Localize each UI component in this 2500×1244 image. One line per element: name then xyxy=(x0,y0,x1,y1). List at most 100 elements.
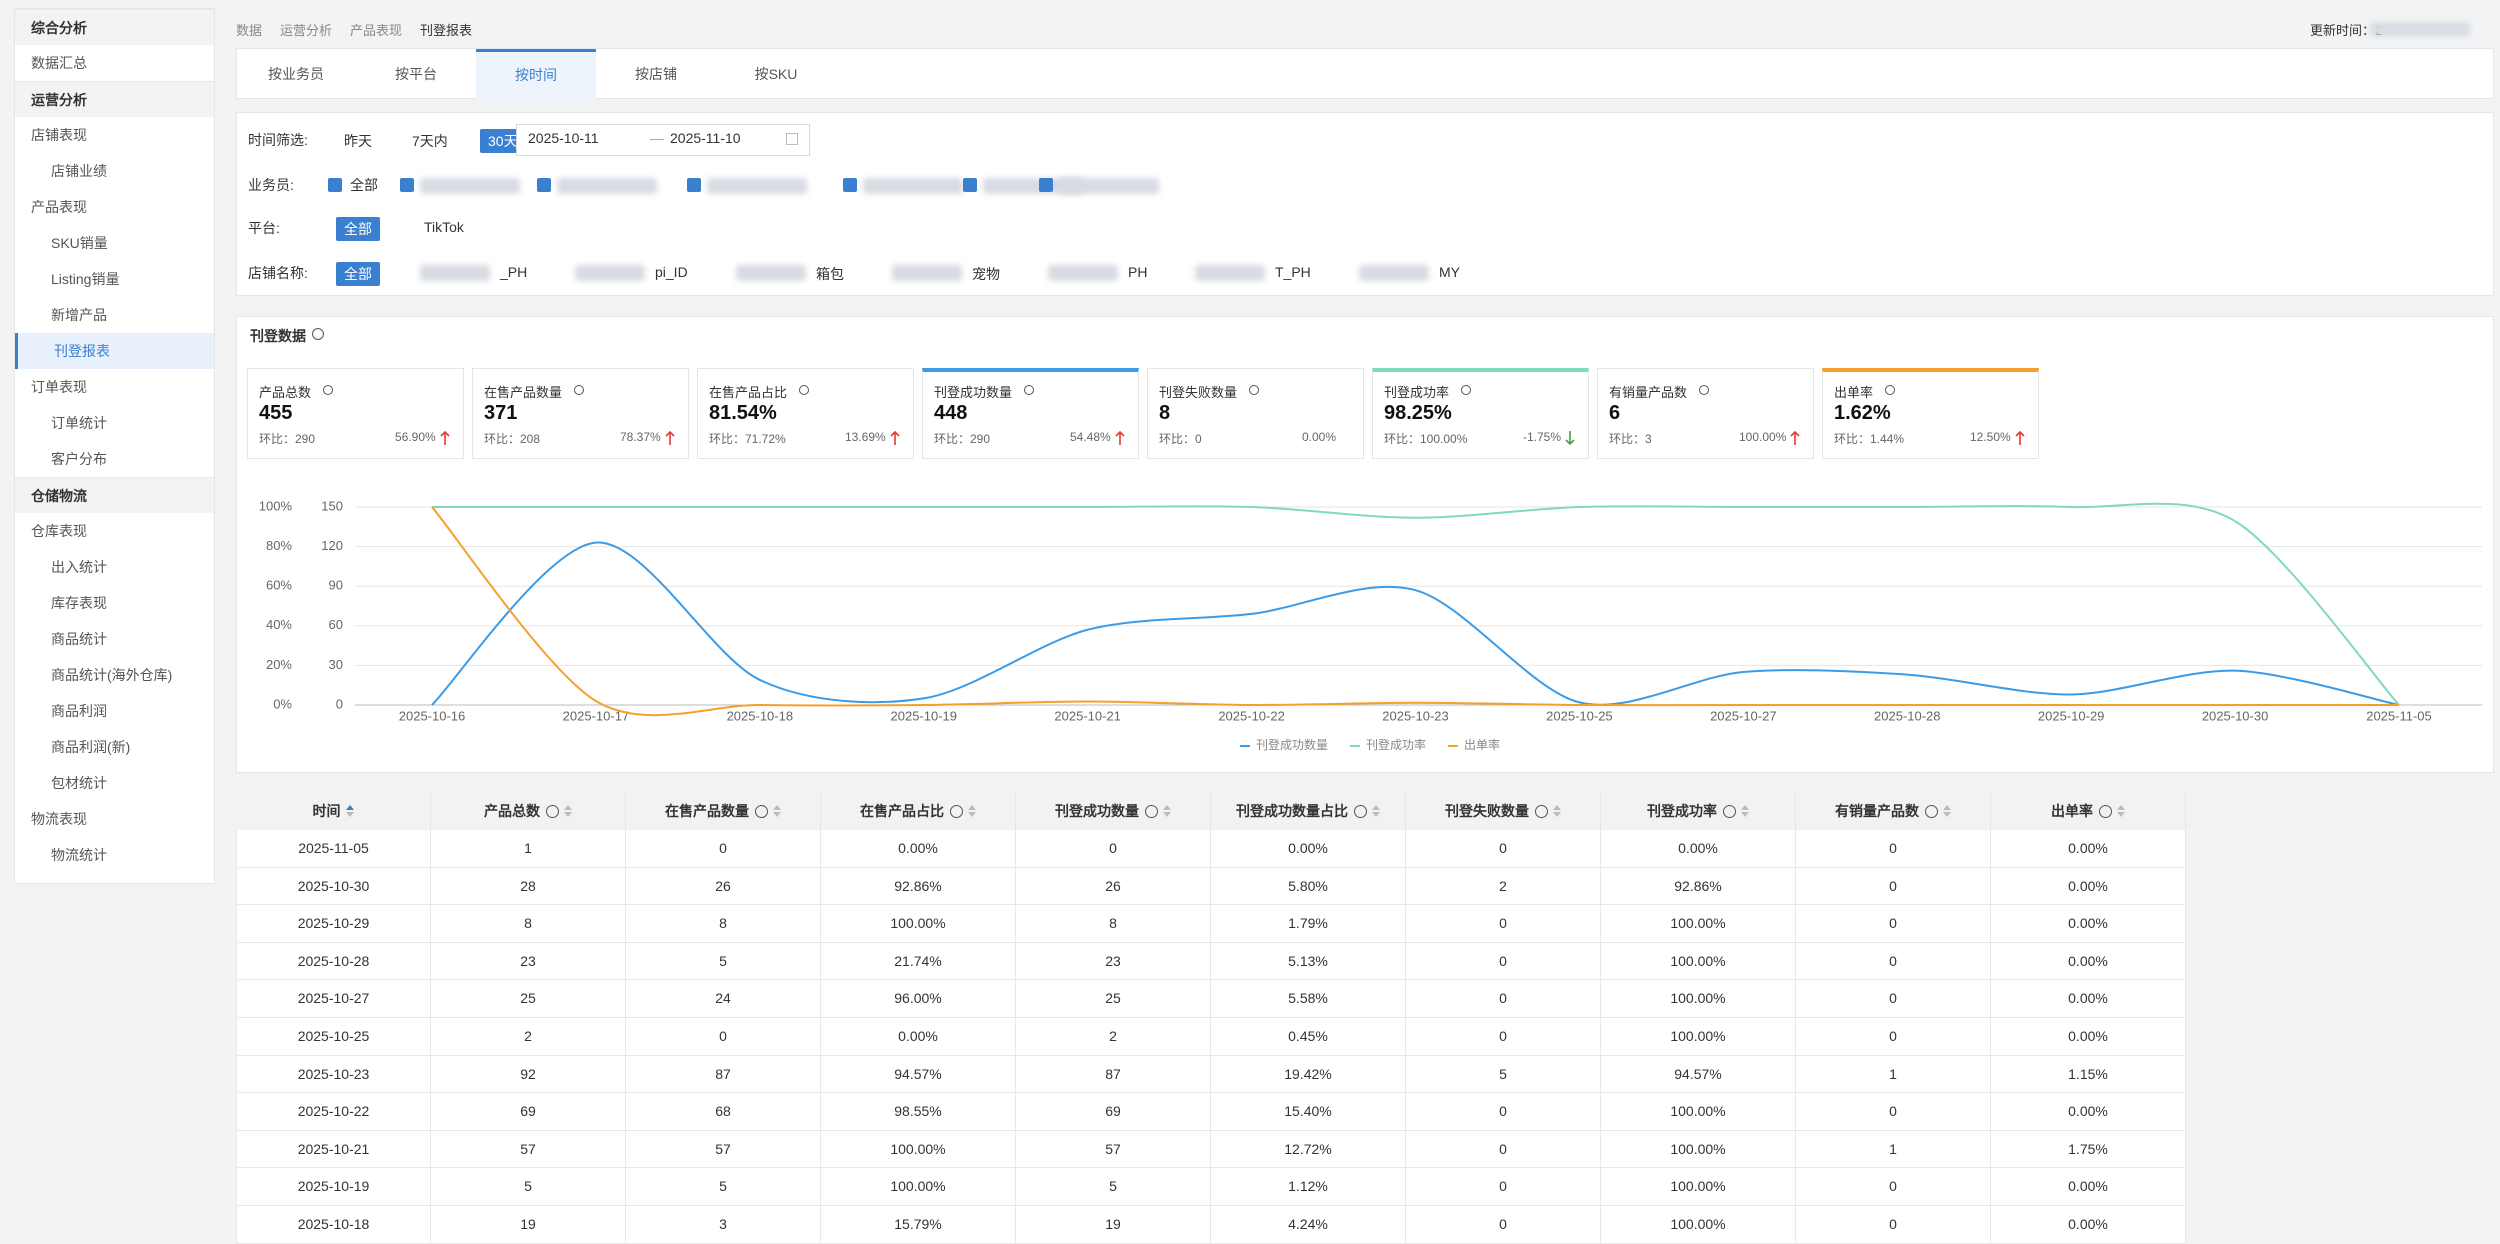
table-cell: 0 xyxy=(1796,1093,1991,1131)
sort-icon xyxy=(1741,805,1749,817)
x-tick-label: 2025-10-30 xyxy=(2202,708,2269,723)
table-cell: 0.00% xyxy=(1991,943,2186,981)
table-cell: 1.15% xyxy=(1991,1056,2186,1094)
header-text: 刊登成功率 xyxy=(1647,803,1717,819)
table-cell: 8 xyxy=(626,905,821,943)
table-cell: 0 xyxy=(1796,943,1991,981)
sort-icon xyxy=(1163,805,1171,817)
table-cell: 69 xyxy=(1016,1093,1211,1131)
table-cell: 5.13% xyxy=(1211,943,1406,981)
table-cell: 19 xyxy=(1016,1206,1211,1244)
x-tick-label: 2025-10-23 xyxy=(1382,708,1449,723)
table-cell: 0.00% xyxy=(821,830,1016,868)
table-cell: 0 xyxy=(1406,905,1601,943)
table-cell: 15.79% xyxy=(821,1206,1016,1244)
table-cell: 94.57% xyxy=(1601,1056,1796,1094)
table-cell: 0 xyxy=(1016,830,1211,868)
header-text: 在售产品占比 xyxy=(860,803,944,819)
y2-tick-label: 90 xyxy=(329,578,343,593)
table-cell: 0 xyxy=(1406,1093,1601,1131)
table-cell: 26 xyxy=(1016,868,1211,906)
table-cell: 98.55% xyxy=(821,1093,1016,1131)
table-cell: 1 xyxy=(431,830,626,868)
x-tick-label: 2025-11-05 xyxy=(2366,708,2432,723)
sort-down[interactable] xyxy=(2117,812,2125,817)
sort-up[interactable] xyxy=(1372,805,1380,810)
table-cell: 23 xyxy=(1016,943,1211,981)
help-icon xyxy=(2099,805,2112,818)
table-cell: 5.80% xyxy=(1211,868,1406,906)
sort-up[interactable] xyxy=(564,805,572,810)
sort-up[interactable] xyxy=(1943,805,1951,810)
table-cell: 1 xyxy=(1796,1056,1991,1094)
sort-down[interactable] xyxy=(1943,812,1951,817)
sort-down[interactable] xyxy=(1372,812,1380,817)
table-cell: 5 xyxy=(626,1168,821,1206)
table-cell: 2025-10-19 xyxy=(236,1168,431,1206)
sort-up[interactable] xyxy=(1553,805,1561,810)
y-tick-label: 20% xyxy=(266,657,292,672)
table-cell: 0.00% xyxy=(821,1018,1016,1056)
table-cell: 0 xyxy=(1406,980,1601,1018)
table-cell: 57 xyxy=(1016,1131,1211,1169)
table-cell: 0.00% xyxy=(1991,905,2186,943)
table-cell: 0 xyxy=(1796,1018,1991,1056)
sort-up[interactable] xyxy=(773,805,781,810)
table-cell: 100.00% xyxy=(1601,1018,1796,1056)
table-cell: 2025-11-05 xyxy=(236,830,431,868)
table-cell: 2025-10-29 xyxy=(236,905,431,943)
table-cell: 92.86% xyxy=(1601,868,1796,906)
series-line xyxy=(432,504,2399,705)
help-icon xyxy=(1723,805,1736,818)
table-cell: 68 xyxy=(626,1093,821,1131)
help-icon xyxy=(1145,805,1158,818)
x-tick-label: 2025-10-27 xyxy=(1710,708,1777,723)
sort-down[interactable] xyxy=(1163,812,1171,817)
help-icon xyxy=(546,805,559,818)
table-cell: 0 xyxy=(1796,980,1991,1018)
table-cell: 2025-10-25 xyxy=(236,1018,431,1056)
table-cell: 0 xyxy=(1796,1168,1991,1206)
sort-icon xyxy=(346,805,354,817)
y-tick-label: 40% xyxy=(266,617,292,632)
table-cell: 96.00% xyxy=(821,980,1016,1018)
table-cell: 0 xyxy=(1406,1168,1601,1206)
table-cell: 87 xyxy=(1016,1056,1211,1094)
sort-icon xyxy=(1372,805,1380,817)
table-cell: 0.00% xyxy=(1991,1206,2186,1244)
sort-down[interactable] xyxy=(1553,812,1561,817)
sort-up[interactable] xyxy=(1163,805,1171,810)
sort-up[interactable] xyxy=(346,805,354,810)
x-tick-label: 2025-10-25 xyxy=(1546,708,1613,723)
sort-icon xyxy=(968,805,976,817)
table-cell: 0 xyxy=(1406,943,1601,981)
table-cell: 100.00% xyxy=(821,1131,1016,1169)
table-cell: 3 xyxy=(626,1206,821,1244)
table-cell: 25 xyxy=(1016,980,1211,1018)
sort-down[interactable] xyxy=(773,812,781,817)
header-text: 产品总数 xyxy=(484,803,540,819)
sort-down[interactable] xyxy=(564,812,572,817)
sort-icon xyxy=(2117,805,2125,817)
table-cell: 100.00% xyxy=(1601,1093,1796,1131)
table-cell: 100.00% xyxy=(1601,1131,1796,1169)
table-cell: 4.24% xyxy=(1211,1206,1406,1244)
help-icon xyxy=(755,805,768,818)
table-cell: 0.00% xyxy=(1991,1168,2186,1206)
sort-down[interactable] xyxy=(1741,812,1749,817)
legend-label: 出单率 xyxy=(1464,737,1500,752)
table-cell: 0 xyxy=(1406,1206,1601,1244)
header-text: 出单率 xyxy=(2051,803,2093,819)
sort-up[interactable] xyxy=(1741,805,1749,810)
header-text: 刊登成功数量占比 xyxy=(1236,803,1348,819)
table-cell: 23 xyxy=(431,943,626,981)
help-icon xyxy=(1354,805,1367,818)
table-cell: 100.00% xyxy=(1601,1206,1796,1244)
table-cell: 0 xyxy=(626,1018,821,1056)
table-cell: 24 xyxy=(626,980,821,1018)
sort-up[interactable] xyxy=(2117,805,2125,810)
sort-up[interactable] xyxy=(968,805,976,810)
sort-down[interactable] xyxy=(346,812,354,817)
sort-down[interactable] xyxy=(968,812,976,817)
table-cell: 8 xyxy=(431,905,626,943)
